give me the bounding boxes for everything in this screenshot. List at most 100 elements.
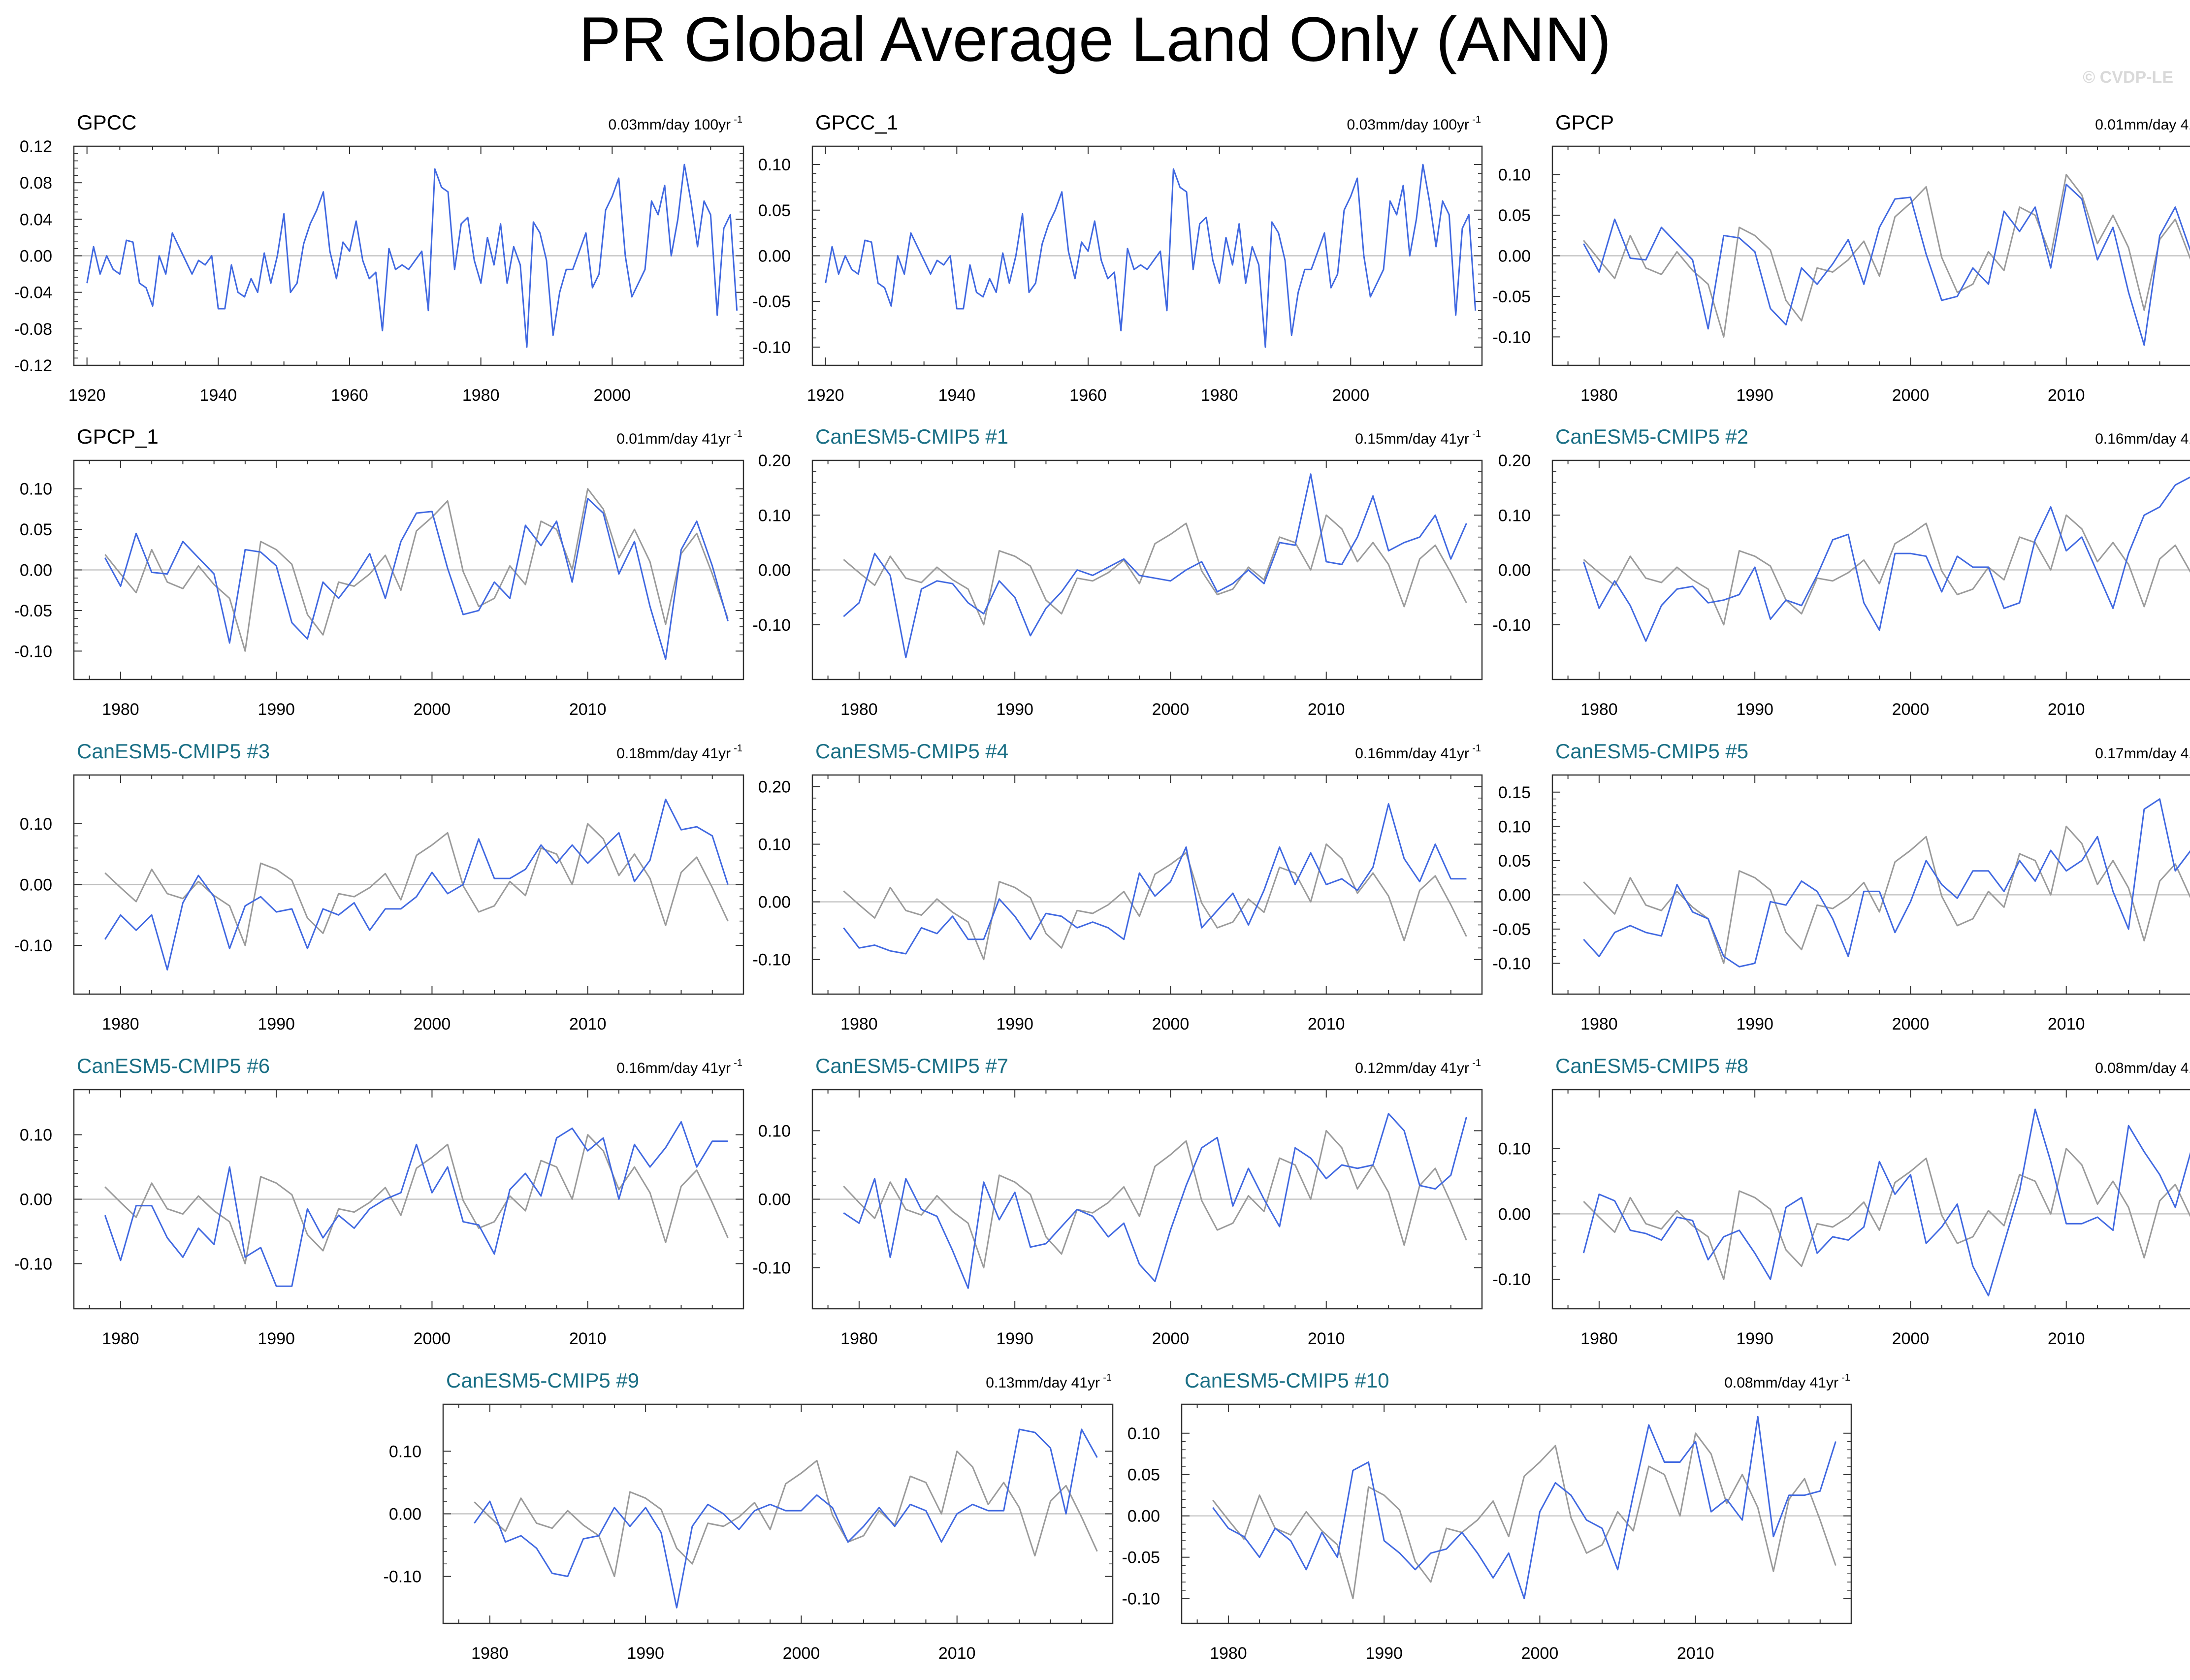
y-tick-label: -0.10 (14, 1255, 53, 1273)
observed-series-line (474, 1450, 1098, 1578)
model-series-line (474, 1428, 1098, 1609)
y-tick-label: 0.00 (758, 1191, 791, 1209)
x-tick-label: 1980 (1580, 386, 1618, 405)
x-tick-label: 1980 (1580, 1329, 1618, 1348)
y-tick-label: -0.05 (1493, 288, 1531, 306)
x-tick-label: 1990 (996, 1015, 1033, 1034)
x-tick-label: 1990 (258, 1015, 295, 1034)
x-tick-label: 1990 (1736, 1015, 1773, 1034)
plot-frame (1551, 1089, 2190, 1310)
y-tick-label: -0.10 (384, 1568, 422, 1586)
y-tick-label: -0.10 (1493, 954, 1531, 973)
x-tick-label: 1980 (1580, 700, 1618, 719)
trend-label: 0.08mm/day 41yr (1724, 1375, 1838, 1391)
trend-exponent: -1 (734, 743, 742, 754)
x-tick-label: 1990 (258, 700, 295, 719)
x-tick-label: 1940 (938, 386, 976, 405)
y-tick-label: -0.05 (1493, 920, 1531, 939)
model-series-line (1582, 184, 2190, 346)
y-tick-label: 0.10 (758, 1122, 791, 1140)
trend-exponent: -1 (1472, 428, 1481, 439)
trend-exponent: -1 (1103, 1372, 1112, 1383)
x-tick-label: 2010 (569, 1015, 607, 1034)
y-tick-label: 0.10 (389, 1442, 421, 1461)
x-tick-label: 2000 (1152, 700, 1190, 719)
x-tick-label: 1980 (840, 1329, 878, 1348)
x-tick-label: 1980 (102, 1329, 139, 1348)
x-tick-label: 2000 (1332, 386, 1370, 405)
panel-6: 1980 1990 2000 2010 -0.10 0.00 0.10 0.20 CanESM5… (1493, 425, 2190, 719)
x-tick-label: 1980 (102, 700, 139, 719)
y-tick-label: 0.10 (1498, 817, 1531, 836)
x-tick-label: 2010 (2048, 700, 2085, 719)
model-series-line (825, 163, 1477, 348)
model-series-line (1582, 476, 2190, 642)
x-tick-label: 1980 (1580, 1015, 1618, 1034)
x-tick-label: 2000 (414, 1015, 451, 1034)
panel-title: CanESM5-CMIP5 #8 (1555, 1054, 1748, 1077)
model-series-line (104, 498, 729, 660)
y-tick-label: 0.10 (20, 1126, 52, 1145)
x-tick-label: 1990 (1365, 1644, 1403, 1663)
model-series-line (843, 1113, 1467, 1289)
panel-3: 1980 1990 2000 2010 -0.10 -0.05 0.00 0.05 0.10 GP… (1493, 111, 2190, 405)
trend-exponent: -1 (1472, 743, 1481, 754)
trend-exponent: -1 (734, 114, 742, 125)
x-tick-label: 1940 (200, 386, 237, 405)
y-tick-label: 0.10 (1498, 1140, 1531, 1159)
model-series-line (843, 803, 1467, 955)
y-tick-label: 0.10 (1127, 1424, 1160, 1443)
x-tick-label: 1990 (996, 700, 1033, 719)
x-tick-label: 2010 (1308, 700, 1345, 719)
x-tick-label: 1990 (627, 1644, 664, 1663)
x-tick-label: 2010 (1308, 1015, 1345, 1034)
y-tick-label: -0.10 (753, 616, 791, 635)
y-tick-label: -0.10 (753, 1259, 791, 1278)
y-tick-label: 0.00 (389, 1505, 421, 1524)
model-series-line (104, 798, 729, 971)
y-tick-label: -0.05 (14, 602, 53, 620)
panel-1: 1920 1940 1960 1980 2000 -0.12 -0.08 -0.04 0.00 0… (14, 111, 744, 405)
x-tick-label: 2010 (2048, 1015, 2085, 1034)
plot-frame (811, 774, 1483, 995)
trend-exponent: -1 (734, 428, 742, 439)
trend-label: 0.13mm/day 41yr (986, 1375, 1100, 1391)
x-tick-label: 2010 (1677, 1644, 1714, 1663)
trend-label: 0.16mm/day 41yr (2095, 431, 2190, 447)
x-tick-label: 1980 (102, 1015, 139, 1034)
x-tick-label: 2000 (414, 700, 451, 719)
x-tick-label: 1980 (462, 386, 500, 405)
x-tick-label: 2000 (1892, 1329, 1930, 1348)
x-tick-label: 1960 (1069, 386, 1107, 405)
watermark: © CVDP-LE (2083, 68, 2173, 87)
y-tick-label: -0.05 (1122, 1549, 1160, 1567)
y-tick-label: 0.05 (758, 201, 791, 220)
x-tick-label: 1980 (840, 700, 878, 719)
x-tick-label: 2000 (1892, 386, 1930, 405)
panel-5: 1980 1990 2000 2010 -0.10 0.00 0.10 0.20 CanESM5… (753, 425, 1483, 719)
observed-series-line (843, 843, 1467, 961)
panel-4: 1980 1990 2000 2010 -0.10 -0.05 0.00 0.05 0.10 GP… (14, 425, 744, 719)
y-tick-label: -0.05 (753, 292, 791, 311)
x-tick-label: 2000 (783, 1644, 820, 1663)
x-tick-label: 2010 (938, 1644, 976, 1663)
x-tick-label: 1960 (331, 386, 368, 405)
panel-title: CanESM5-CMIP5 #5 (1555, 740, 1748, 763)
panel-title: CanESM5-CMIP5 #7 (815, 1054, 1008, 1077)
trend-exponent: -1 (1472, 114, 1481, 125)
y-tick-label: 0.00 (20, 1191, 52, 1209)
panel-title: CanESM5-CMIP5 #6 (77, 1054, 270, 1077)
model-series-line (1582, 1108, 2190, 1296)
trend-label: 0.12mm/day 41yr (1355, 1060, 1469, 1076)
panel-2: 1920 1940 1960 1980 2000 -0.10 -0.05 0.00 0.05 0.… (753, 111, 1483, 405)
trend-exponent: -1 (1841, 1372, 1850, 1383)
y-tick-label: -0.10 (753, 338, 791, 357)
panel-title: GPCP (1555, 111, 1614, 134)
trend-label: 0.08mm/day 41yr (2095, 1060, 2190, 1076)
y-tick-label: -0.12 (14, 356, 53, 375)
panel-title: CanESM5-CMIP5 #4 (815, 740, 1008, 763)
panel-9: 1980 1990 2000 2010 -0.10 -0.05 0.00 0.05 0.10 0.… (1493, 740, 2190, 1034)
y-tick-label: 0.05 (1498, 206, 1531, 225)
trend-label: 0.15mm/day 41yr (1355, 431, 1469, 447)
x-tick-label: 1990 (1736, 386, 1773, 405)
